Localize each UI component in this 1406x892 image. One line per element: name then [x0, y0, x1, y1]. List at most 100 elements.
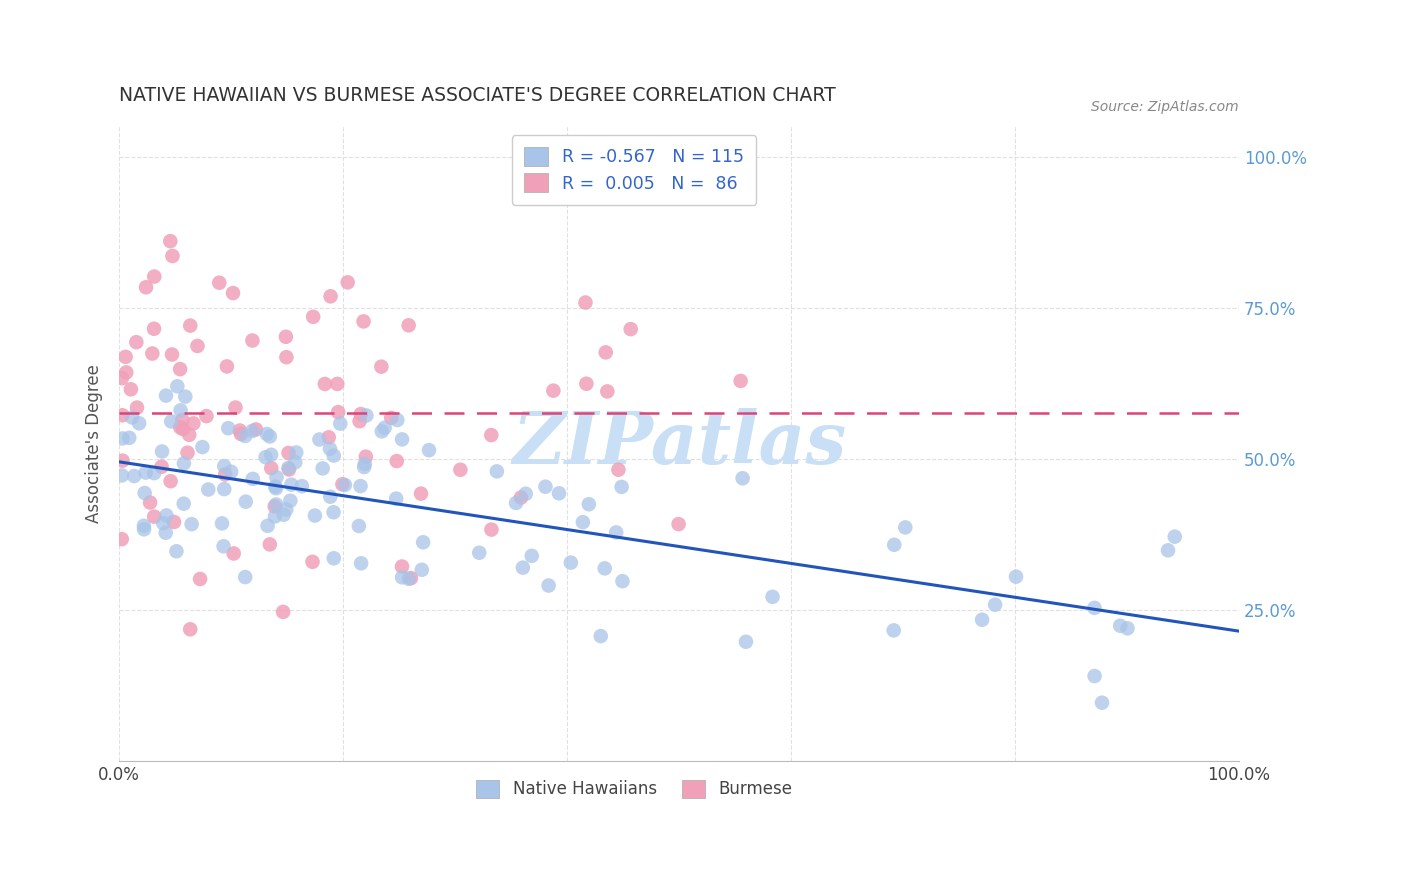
Point [322, 505, 344, 519]
Point [111, 468, 134, 483]
Point [173, 456, 195, 470]
Point [188, 572, 211, 586]
Point [222, 547, 245, 561]
Point [264, 498, 287, 512]
Text: ZIPatlas: ZIPatlas [512, 409, 846, 479]
Point [215, 359, 238, 374]
Point [322, 449, 344, 463]
Point [219, 465, 242, 479]
Point [668, 517, 690, 532]
Point [143, 322, 166, 336]
Point [259, 429, 281, 443]
Point [278, 462, 301, 476]
Point [169, 420, 191, 434]
Point [883, 538, 905, 552]
Point [264, 479, 287, 493]
Point [322, 551, 344, 566]
Point [548, 486, 571, 500]
Point [179, 622, 201, 636]
Point [256, 518, 278, 533]
Point [212, 539, 235, 553]
Point [302, 310, 325, 324]
Point [240, 424, 263, 438]
Text: Source: ZipAtlas.com: Source: ZipAtlas.com [1091, 100, 1239, 113]
Point [578, 497, 600, 511]
Point [1091, 696, 1114, 710]
Point [575, 376, 598, 391]
Point [731, 471, 754, 485]
Point [118, 431, 141, 445]
Point [370, 359, 392, 374]
Point [391, 559, 413, 574]
Point [485, 464, 508, 478]
Point [730, 374, 752, 388]
Point [150, 444, 173, 458]
Point [217, 421, 239, 435]
Legend: Native Hawaiians, Burmese: Native Hawaiians, Burmese [464, 768, 804, 810]
Point [883, 624, 905, 638]
Point [319, 490, 342, 504]
Point [152, 516, 174, 530]
Point [353, 457, 375, 471]
Point [260, 461, 283, 475]
Point [125, 401, 148, 415]
Point [761, 590, 783, 604]
Point [481, 523, 503, 537]
Point [1109, 619, 1132, 633]
Point [172, 413, 194, 427]
Y-axis label: Associate's Degree: Associate's Degree [86, 364, 103, 523]
Point [1005, 570, 1028, 584]
Point [520, 549, 543, 563]
Point [595, 345, 617, 359]
Point [605, 525, 627, 540]
Point [214, 467, 236, 482]
Point [620, 322, 643, 336]
Point [141, 346, 163, 360]
Point [224, 401, 246, 415]
Point [572, 515, 595, 529]
Point [212, 459, 235, 474]
Point [278, 493, 301, 508]
Point [387, 413, 409, 427]
Point [1084, 669, 1107, 683]
Point [326, 376, 349, 391]
Point [155, 525, 177, 540]
Point [155, 388, 177, 402]
Point [349, 414, 371, 428]
Point [308, 433, 330, 447]
Point [111, 453, 134, 467]
Point [1164, 530, 1187, 544]
Point [284, 455, 307, 469]
Point [115, 365, 138, 379]
Point [593, 561, 616, 575]
Point [274, 330, 297, 344]
Point [291, 479, 314, 493]
Point [411, 563, 433, 577]
Point [173, 497, 195, 511]
Point [312, 461, 335, 475]
Point [195, 409, 218, 423]
Point [510, 491, 533, 505]
Point [125, 335, 148, 350]
Point [111, 532, 134, 546]
Point [183, 417, 205, 431]
Point [276, 350, 298, 364]
Point [121, 410, 143, 425]
Point [537, 578, 560, 592]
Point [166, 379, 188, 393]
Point [354, 450, 377, 464]
Point [264, 509, 287, 524]
Point [1157, 543, 1180, 558]
Point [143, 466, 166, 480]
Point [326, 405, 349, 419]
Point [263, 500, 285, 514]
Point [479, 428, 502, 442]
Point [409, 486, 432, 500]
Point [319, 442, 342, 456]
Point [336, 276, 359, 290]
Point [134, 486, 156, 500]
Point [135, 280, 157, 294]
Point [374, 421, 396, 435]
Point [254, 450, 277, 465]
Point [350, 557, 373, 571]
